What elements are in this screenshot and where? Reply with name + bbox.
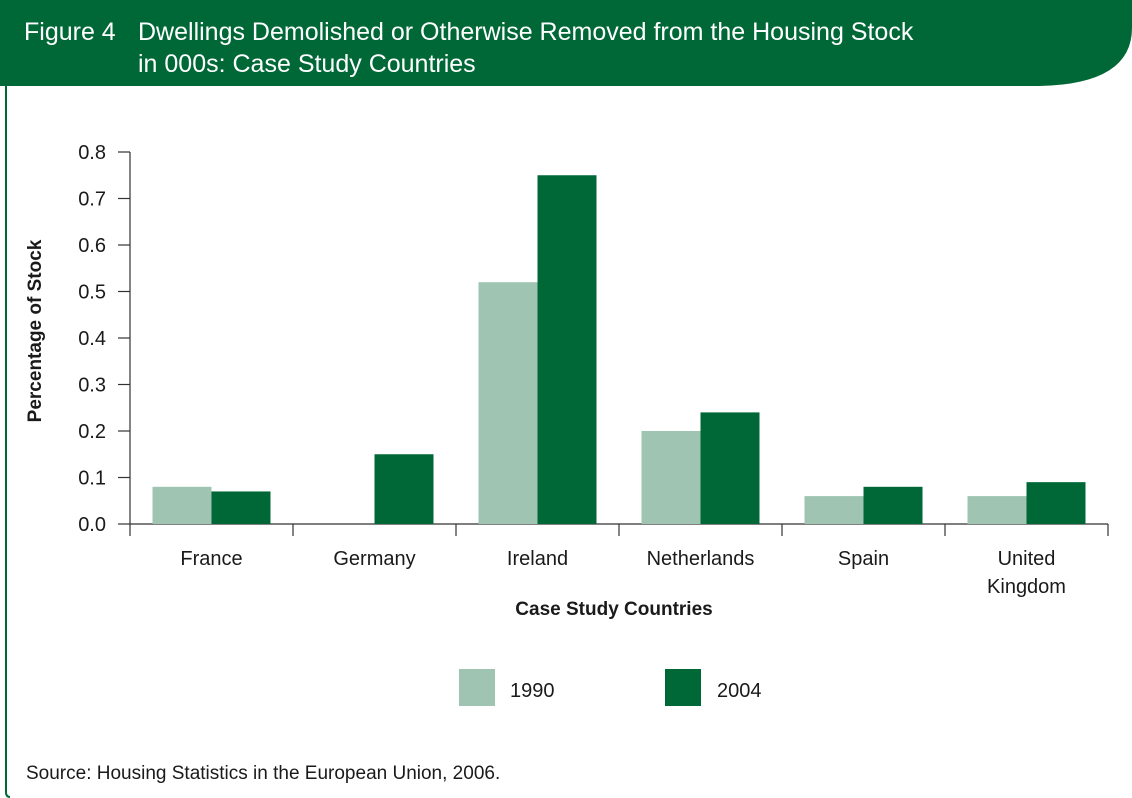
bars bbox=[152, 175, 1086, 524]
x-tick-label: United Kingdom bbox=[987, 548, 1066, 598]
y-tick-label: 0.7 bbox=[78, 189, 106, 211]
y-tick-label: 0.4 bbox=[78, 328, 106, 350]
bar-1990 bbox=[967, 496, 1027, 524]
bar-2004 bbox=[700, 412, 760, 524]
x-tick-label: France bbox=[180, 548, 242, 570]
bar-1990 bbox=[478, 282, 538, 524]
x-axis-label: Case Study Countries bbox=[515, 599, 712, 620]
y-axis-label: Percentage of Stock bbox=[25, 239, 46, 422]
bar-1990 bbox=[641, 431, 701, 524]
y-tick-label: 0.1 bbox=[78, 468, 106, 490]
x-tick-label: Netherlands bbox=[647, 548, 755, 570]
legend-label-2004: 2004 bbox=[717, 680, 762, 702]
figure-header: Figure 4 Dwellings Demolished or Otherwis… bbox=[24, 16, 913, 80]
y-tick-label: 0.3 bbox=[78, 375, 106, 397]
y-axis: 0.0 0.1 0.2 0.3 0.4 0.5 0.6 0.7 0.8 bbox=[78, 142, 131, 536]
y-tick-label: 0.5 bbox=[78, 282, 106, 304]
legend: 1990 2004 bbox=[459, 669, 762, 706]
figure-title-line2: in 000s: Case Study Countries bbox=[138, 50, 476, 78]
legend-swatch-1990 bbox=[459, 669, 495, 706]
figure-number: Figure 4 bbox=[24, 18, 116, 46]
frame-border bbox=[5, 86, 11, 798]
x-tick-label: Germany bbox=[333, 548, 415, 570]
bar-2004 bbox=[1026, 482, 1086, 524]
legend-label-1990: 1990 bbox=[510, 680, 555, 702]
y-tick-label: 0.0 bbox=[78, 514, 106, 536]
x-axis: France Germany Ireland Netherlands Spain Unit… bbox=[129, 523, 1109, 598]
x-tick-label: Ireland bbox=[507, 548, 568, 570]
legend-swatch-2004 bbox=[665, 669, 701, 706]
y-tick-label: 0.8 bbox=[78, 142, 106, 164]
bar-1990 bbox=[152, 486, 212, 524]
bar-2004 bbox=[374, 454, 434, 524]
y-tick-label: 0.6 bbox=[78, 235, 106, 257]
figure-title-line1: Dwellings Demolished or Otherwise Remove… bbox=[138, 18, 914, 46]
bar-2004 bbox=[537, 175, 597, 524]
bar-2004 bbox=[863, 486, 923, 524]
bar-1990 bbox=[804, 496, 864, 524]
x-tick-label: Spain bbox=[838, 548, 889, 570]
y-tick-label: 0.2 bbox=[78, 421, 106, 443]
header-band bbox=[0, 0, 1132, 86]
bar-2004 bbox=[211, 491, 271, 524]
source-note: Source: Housing Statistics in the Europe… bbox=[26, 763, 501, 784]
